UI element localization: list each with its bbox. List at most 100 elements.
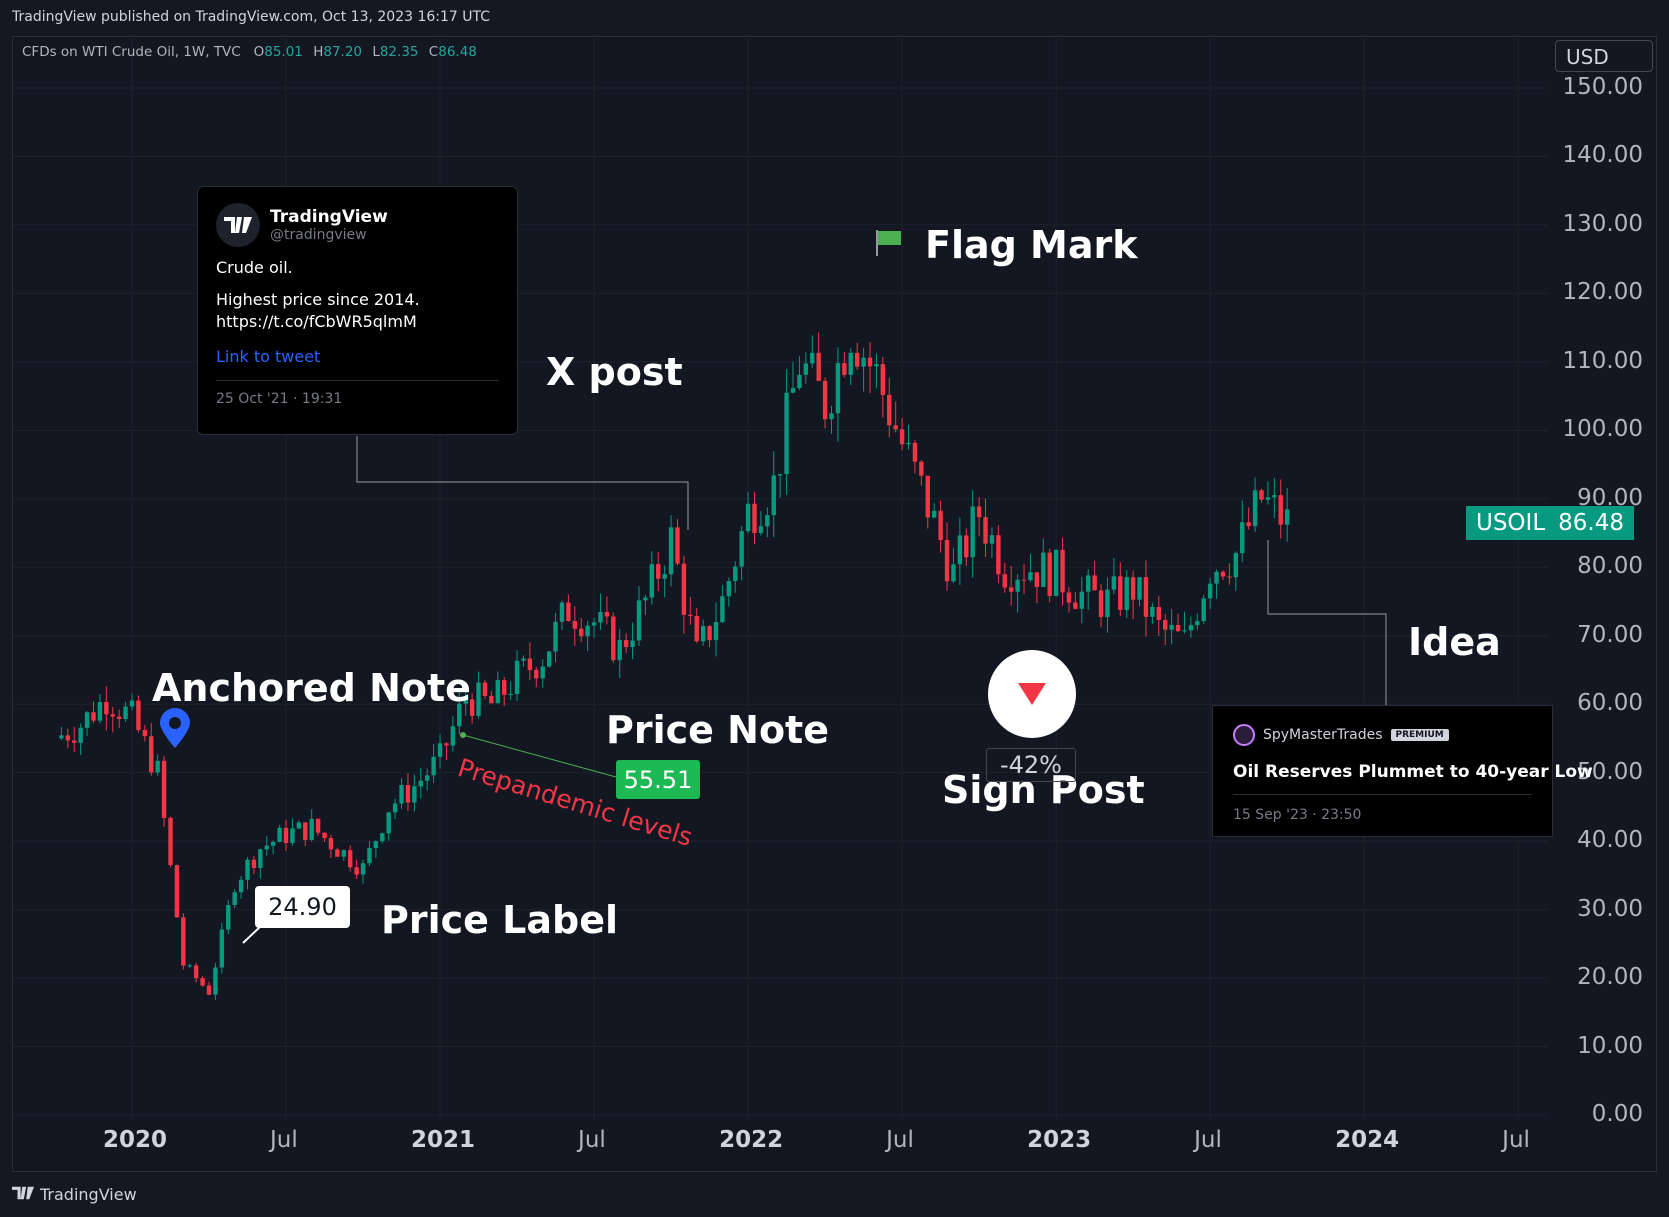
candle-body bbox=[187, 965, 192, 967]
legend-symbol: CFDs on WTI Crude Oil, 1W, TVC bbox=[22, 44, 241, 60]
candle-body bbox=[1252, 490, 1258, 527]
candle-body bbox=[78, 727, 83, 743]
candle-body bbox=[617, 640, 622, 661]
price-tag-symbol: USOIL bbox=[1476, 510, 1546, 536]
candle-body bbox=[534, 669, 539, 679]
price-label-label[interactable]: Price Label bbox=[381, 898, 618, 942]
flag-icon[interactable] bbox=[874, 228, 904, 258]
candle-body bbox=[996, 535, 1001, 575]
legend-low-label: L bbox=[372, 44, 380, 60]
time-axis-label: 2021 bbox=[411, 1127, 476, 1153]
candle-body bbox=[341, 850, 346, 857]
candle-body bbox=[277, 827, 282, 842]
candle-body bbox=[72, 740, 77, 743]
candle-body bbox=[405, 784, 411, 803]
anchored-note-label[interactable]: Anchored Note bbox=[152, 666, 471, 710]
map-pin-icon[interactable] bbox=[158, 707, 192, 749]
candle-body bbox=[142, 729, 148, 737]
candle-body bbox=[1207, 583, 1213, 599]
sign-post-label[interactable]: Sign Post bbox=[942, 768, 1145, 812]
candle-body bbox=[861, 357, 866, 367]
candle-body bbox=[604, 611, 610, 617]
sign-post-marker[interactable] bbox=[988, 650, 1076, 738]
tweet-link[interactable]: Link to tweet bbox=[216, 347, 321, 366]
candle-body bbox=[983, 517, 988, 544]
x-post-card[interactable]: TradingView @tradingview Crude oil. High… bbox=[197, 186, 518, 435]
candle-body bbox=[1092, 575, 1097, 591]
flag-mark-label[interactable]: Flag Mark bbox=[925, 223, 1138, 267]
author-avatar-icon bbox=[1233, 724, 1255, 746]
candle-body bbox=[1002, 574, 1007, 588]
candle-body bbox=[694, 616, 699, 642]
price-note-value[interactable]: 55.51 bbox=[616, 760, 700, 799]
price-axis-label: 150.00 bbox=[1562, 74, 1643, 100]
idea-connector bbox=[1267, 540, 1387, 705]
candle-body bbox=[1175, 624, 1181, 632]
premium-badge: PREMIUM bbox=[1390, 729, 1449, 741]
candle-body bbox=[238, 879, 244, 893]
candle-body bbox=[469, 699, 475, 716]
time-axis-label: 2024 bbox=[1335, 1127, 1400, 1153]
candle-body bbox=[591, 622, 597, 626]
idea-author[interactable]: SpyMasterTrades bbox=[1263, 727, 1383, 743]
candle-body bbox=[97, 701, 103, 721]
tweet-divider bbox=[216, 380, 499, 381]
candle-body bbox=[91, 712, 96, 721]
candle-body bbox=[514, 660, 520, 695]
price-label-value[interactable]: 24.90 bbox=[255, 886, 350, 928]
candle-body bbox=[200, 978, 205, 986]
candle-body bbox=[219, 929, 225, 968]
price-axis-label: 20.00 bbox=[1577, 964, 1643, 991]
candle-body bbox=[611, 616, 616, 661]
legend-close: 86.48 bbox=[438, 44, 477, 60]
candle-body bbox=[944, 540, 950, 582]
candle-body bbox=[970, 506, 975, 558]
candles bbox=[59, 332, 1290, 1000]
candle-body bbox=[726, 581, 732, 597]
candle-body bbox=[1073, 602, 1078, 609]
legend-low: 82.35 bbox=[379, 44, 419, 60]
time-axis-label: Jul bbox=[1502, 1127, 1530, 1153]
candle-body bbox=[797, 374, 802, 389]
footer-brand[interactable]: TradingView bbox=[12, 1184, 137, 1205]
candle-body bbox=[1156, 606, 1161, 620]
candle-body bbox=[681, 563, 687, 615]
candle-body bbox=[720, 596, 725, 623]
candle-body bbox=[123, 706, 128, 720]
idea-title[interactable]: Oil Reserves Plummet to 40-year Low bbox=[1233, 762, 1593, 782]
idea-label[interactable]: Idea bbox=[1408, 620, 1501, 664]
candle-body bbox=[463, 699, 468, 704]
x-post-label[interactable]: X post bbox=[546, 350, 683, 394]
candle-body bbox=[399, 784, 404, 804]
idea-card[interactable]: SpyMasterTrades PREMIUM Oil Reserves Plu… bbox=[1212, 705, 1593, 837]
tweet-author-handle: @tradingview bbox=[270, 227, 367, 243]
legend-close-label: C bbox=[428, 44, 439, 60]
candle-body bbox=[598, 611, 603, 623]
price-axis-label: 0.00 bbox=[1591, 1101, 1643, 1127]
candle-body bbox=[976, 506, 982, 518]
candle-body bbox=[1233, 553, 1239, 578]
candle-body bbox=[1182, 630, 1187, 632]
candle-body bbox=[912, 442, 918, 462]
price-tag-value: 86.48 bbox=[1558, 510, 1624, 536]
candle-body bbox=[360, 863, 366, 875]
candle-body bbox=[579, 628, 584, 637]
currency-button[interactable]: USD bbox=[1555, 40, 1653, 72]
price-axis-label: 130.00 bbox=[1562, 210, 1643, 237]
candle-body bbox=[450, 726, 456, 746]
candle-body bbox=[104, 701, 109, 715]
candle-body bbox=[784, 392, 789, 475]
price-note-label[interactable]: Price Note bbox=[606, 708, 829, 752]
candle-body bbox=[688, 614, 693, 617]
candle-body bbox=[623, 640, 629, 648]
candle-body bbox=[938, 510, 943, 541]
candle-body bbox=[59, 735, 64, 739]
candle-body bbox=[482, 682, 488, 696]
candle-body bbox=[527, 658, 533, 670]
candle-body bbox=[373, 841, 379, 849]
candle-body bbox=[880, 364, 886, 395]
candle-body bbox=[643, 597, 648, 601]
candle-body bbox=[771, 475, 776, 516]
tweet-date: 25 Oct '21 · 19:31 bbox=[216, 391, 343, 407]
